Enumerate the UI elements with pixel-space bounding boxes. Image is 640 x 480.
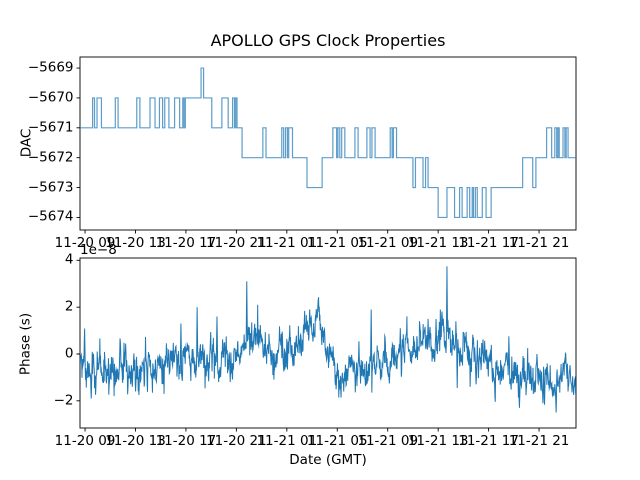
y-tick-label: −5669 bbox=[27, 59, 74, 76]
x-tick-label: 11-20 17 bbox=[155, 234, 217, 251]
y-tick-label: −5674 bbox=[27, 208, 74, 225]
x-tick-label: 11-20 21 bbox=[206, 432, 267, 449]
x-tick-label: 11-21 05 bbox=[306, 234, 368, 251]
y-tick-label: −5670 bbox=[27, 89, 74, 106]
x-tick-label: 11-21 17 bbox=[458, 234, 519, 251]
y-tick-label: −2 bbox=[53, 392, 74, 409]
x-tick-label: 11-21 21 bbox=[508, 234, 570, 251]
y-tick-label: 4 bbox=[64, 251, 74, 268]
offset-text-1e-8: 1e−8 bbox=[80, 242, 117, 258]
x-tick-label: 11-21 09 bbox=[357, 432, 419, 449]
y-tick-label: 2 bbox=[64, 298, 74, 315]
x-tick-label: 11-21 09 bbox=[357, 234, 419, 251]
x-axis-label: Date (GMT) bbox=[289, 452, 367, 468]
x-tick-label: 11-21 13 bbox=[407, 234, 469, 251]
y-tick-label: −5672 bbox=[27, 148, 74, 165]
y-axis-label-phase: Phase (s) bbox=[17, 312, 34, 376]
y-tick-label: −5673 bbox=[27, 178, 74, 195]
x-tick-label: 11-21 21 bbox=[508, 432, 570, 449]
figure-title: APOLLO GPS Clock Properties bbox=[210, 31, 446, 50]
x-tick-label: 11-21 13 bbox=[407, 432, 469, 449]
x-tick-label: 11-20 13 bbox=[105, 234, 166, 251]
x-tick-label: 11-21 05 bbox=[306, 432, 368, 449]
x-tick-label: 11-20 17 bbox=[155, 432, 217, 449]
x-tick-label: 11-20 09 bbox=[54, 432, 116, 449]
y-tick-label: −5671 bbox=[27, 119, 74, 136]
x-tick-label: 11-21 17 bbox=[458, 432, 519, 449]
x-tick-label: 11-20 09 bbox=[54, 234, 116, 251]
x-tick-label: 11-21 01 bbox=[256, 432, 318, 449]
y-tick-label: 0 bbox=[64, 345, 74, 362]
x-tick-label: 11-21 01 bbox=[256, 234, 318, 251]
x-tick-label: 11-20 13 bbox=[105, 432, 166, 449]
x-tick-label: 11-20 21 bbox=[206, 234, 267, 251]
